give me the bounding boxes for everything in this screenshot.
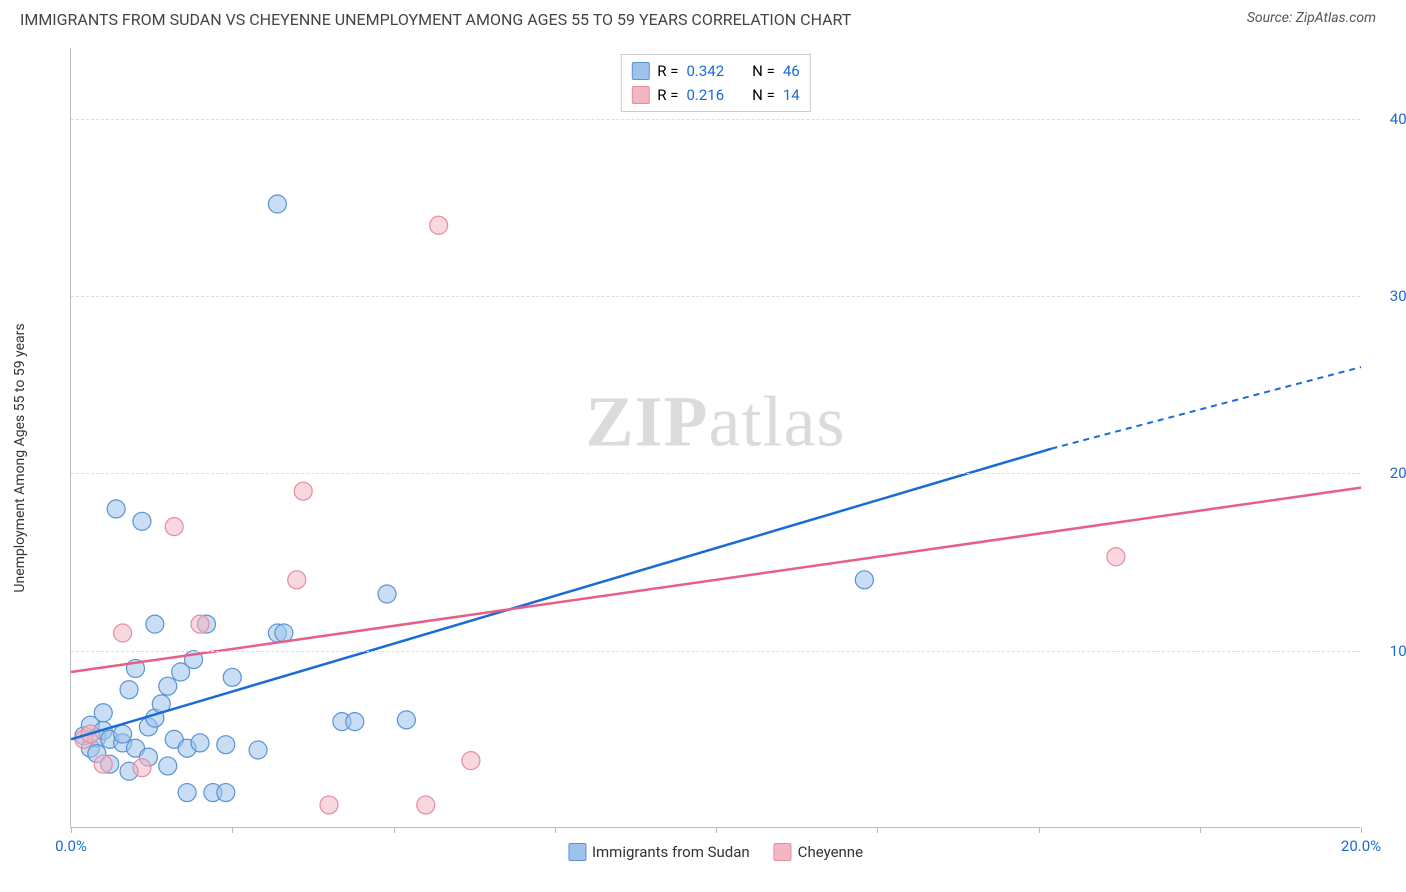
data-point-cheyenne — [288, 571, 306, 589]
r-label: R = — [657, 59, 678, 83]
scatter-plot: ZIPatlas R = 0.342 N = 46 R = 0.216 N = … — [70, 48, 1360, 828]
data-point-sudan — [114, 725, 132, 743]
n-value-cheyenne: 14 — [783, 83, 800, 107]
plot-svg — [71, 48, 1360, 827]
data-point-sudan — [397, 711, 415, 729]
r-value-cheyenne: 0.216 — [686, 83, 724, 107]
data-point-sudan — [855, 571, 873, 589]
stats-legend: R = 0.342 N = 46 R = 0.216 N = 14 — [620, 54, 810, 112]
data-point-sudan — [178, 784, 196, 802]
data-point-cheyenne — [94, 755, 112, 773]
data-point-cheyenne — [191, 615, 209, 633]
n-value-sudan: 46 — [783, 59, 800, 83]
data-point-sudan — [275, 624, 293, 642]
regression-line-cheyenne — [71, 488, 1361, 672]
y-tick-label: 10.0% — [1370, 642, 1406, 660]
data-point-sudan — [159, 677, 177, 695]
swatch-cheyenne — [774, 843, 792, 861]
legend-item-sudan: Immigrants from Sudan — [568, 843, 750, 861]
data-point-cheyenne — [430, 216, 448, 234]
data-point-sudan — [191, 734, 209, 752]
data-point-sudan — [217, 736, 235, 754]
chart-title: IMMIGRANTS FROM SUDAN VS CHEYENNE UNEMPL… — [20, 10, 851, 29]
data-point-cheyenne — [294, 482, 312, 500]
gridline — [71, 473, 1360, 474]
data-point-cheyenne — [165, 518, 183, 536]
x-tick — [232, 827, 233, 833]
data-point-cheyenne — [417, 796, 435, 814]
x-tick — [555, 827, 556, 833]
legend-label-cheyenne: Cheyenne — [798, 843, 863, 861]
data-point-sudan — [217, 784, 235, 802]
swatch-cheyenne — [631, 86, 649, 104]
data-point-sudan — [107, 500, 125, 518]
data-point-sudan — [159, 757, 177, 775]
chart-area: Unemployment Among Ages 55 to 59 years Z… — [50, 48, 1380, 868]
data-point-cheyenne — [1107, 548, 1125, 566]
data-point-sudan — [120, 681, 138, 699]
data-point-sudan — [268, 195, 286, 213]
data-point-cheyenne — [462, 752, 480, 770]
x-tick-label: 20.0% — [1341, 837, 1381, 855]
data-point-sudan — [94, 704, 112, 722]
data-point-sudan — [346, 713, 364, 731]
legend-item-cheyenne: Cheyenne — [774, 843, 863, 861]
data-point-sudan — [133, 512, 151, 530]
x-tick — [394, 827, 395, 833]
data-point-sudan — [249, 741, 267, 759]
source-label: Source: ZipAtlas.com — [1247, 10, 1376, 26]
n-label: N = — [752, 59, 775, 83]
x-tick — [1361, 827, 1362, 833]
swatch-sudan — [631, 62, 649, 80]
legend-label-sudan: Immigrants from Sudan — [592, 843, 750, 861]
x-tick-label: 0.0% — [55, 837, 87, 855]
gridline — [71, 651, 1360, 652]
data-point-cheyenne — [133, 759, 151, 777]
x-tick — [1200, 827, 1201, 833]
y-tick-label: 30.0% — [1370, 287, 1406, 305]
stats-row-sudan: R = 0.342 N = 46 — [631, 59, 799, 83]
data-point-sudan — [146, 615, 164, 633]
series-legend: Immigrants from Sudan Cheyenne — [568, 843, 863, 861]
r-value-sudan: 0.342 — [686, 59, 724, 83]
stats-row-cheyenne: R = 0.216 N = 14 — [631, 83, 799, 107]
regression-line-sudan-dashed — [1051, 367, 1361, 449]
r-label: R = — [657, 83, 678, 107]
y-tick-label: 40.0% — [1370, 110, 1406, 128]
gridline — [71, 296, 1360, 297]
gridline — [71, 119, 1360, 120]
x-tick — [877, 827, 878, 833]
data-point-cheyenne — [320, 796, 338, 814]
n-label: N = — [752, 83, 775, 107]
x-tick — [716, 827, 717, 833]
x-tick — [1039, 827, 1040, 833]
y-axis-label: Unemployment Among Ages 55 to 59 years — [12, 323, 28, 592]
data-point-cheyenne — [114, 624, 132, 642]
data-point-sudan — [378, 585, 396, 603]
y-tick-label: 20.0% — [1370, 464, 1406, 482]
data-point-sudan — [223, 668, 241, 686]
regression-line-sudan — [71, 449, 1051, 740]
x-tick — [71, 827, 72, 833]
swatch-sudan — [568, 843, 586, 861]
